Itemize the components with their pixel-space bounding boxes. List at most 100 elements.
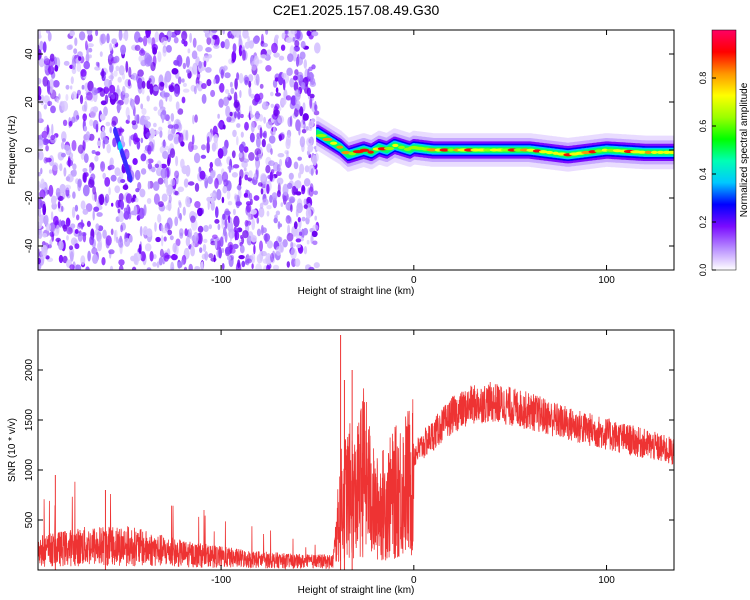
- noise-blob: [269, 194, 273, 203]
- noise-blob: [44, 214, 49, 226]
- noise-blob: [142, 35, 148, 47]
- noise-blob: [293, 221, 298, 230]
- noise-blob: [250, 60, 258, 71]
- noise-blob: [48, 65, 55, 75]
- noise-blob: [275, 210, 281, 216]
- noise-blob: [226, 190, 231, 200]
- spectrogram-xtick-label: 100: [598, 275, 615, 286]
- noise-blob: [229, 232, 233, 242]
- noise-blob: [244, 41, 250, 49]
- noise-blob: [244, 121, 249, 131]
- noise-blob: [270, 91, 274, 97]
- noise-blob: [108, 164, 115, 170]
- noise-blob: [254, 156, 259, 162]
- noise-blob: [133, 205, 138, 216]
- noise-blob: [194, 201, 201, 209]
- noise-blob: [229, 217, 233, 224]
- noise-blob: [161, 113, 165, 124]
- noise-blob: [152, 181, 160, 192]
- noise-blob: [153, 122, 157, 128]
- noise-blob: [47, 244, 52, 249]
- noise-blob: [196, 71, 201, 81]
- noise-blob: [253, 244, 256, 255]
- noise-blob: [227, 92, 231, 98]
- noise-blob: [194, 266, 201, 270]
- noise-blob: [95, 30, 99, 37]
- noise-blob: [263, 130, 267, 139]
- noise-blob: [157, 51, 162, 63]
- noise-blob: [206, 196, 212, 202]
- noise-blob: [93, 206, 100, 212]
- ridge-core: [392, 143, 399, 148]
- noise-blob: [51, 195, 57, 205]
- noise-blob: [185, 236, 191, 247]
- noise-blob: [206, 36, 212, 46]
- noise-blob: [239, 90, 242, 98]
- noise-blob: [216, 188, 222, 201]
- noise-blob: [61, 138, 66, 143]
- noise-blob: [270, 103, 274, 108]
- noise-blob: [188, 228, 193, 240]
- noise-blob: [109, 43, 112, 48]
- noise-blob: [74, 37, 78, 46]
- noise-blob: [160, 36, 168, 46]
- noise-blob: [85, 266, 90, 270]
- noise-blob: [66, 173, 74, 183]
- noise-blob: [256, 59, 263, 64]
- noise-blob: [276, 177, 284, 185]
- noise-blob: [181, 30, 188, 41]
- noise-blob: [248, 80, 252, 88]
- noise-blob: [158, 99, 164, 109]
- noise-blob: [238, 255, 245, 260]
- noise-blob: [293, 45, 300, 52]
- noise-blob: [43, 104, 47, 110]
- noise-blob: [210, 170, 216, 179]
- noise-blob: [104, 193, 110, 204]
- noise-blob: [38, 198, 43, 210]
- noise-blob: [189, 32, 193, 44]
- noise-blob: [298, 126, 301, 136]
- ridge-core: [656, 150, 665, 154]
- noise-blob: [77, 179, 82, 192]
- noise-blob: [104, 177, 111, 187]
- noise-blob: [241, 260, 246, 268]
- noise-blob: [66, 44, 73, 51]
- noise-blob: [259, 240, 263, 252]
- noise-blob: [284, 30, 289, 36]
- noise-blob: [131, 99, 135, 110]
- noise-blob: [221, 218, 225, 229]
- noise-blob: [68, 152, 74, 159]
- noise-blob: [59, 163, 63, 172]
- noise-blob: [202, 244, 207, 252]
- noise-blob: [172, 242, 177, 253]
- noise-blob: [102, 126, 105, 132]
- noise-blob: [78, 56, 82, 61]
- noise-blob: [149, 250, 154, 262]
- noise-blob: [233, 101, 239, 109]
- noise-blob: [149, 83, 154, 95]
- ridge-core: [644, 150, 652, 154]
- noise-blob: [234, 193, 238, 202]
- noise-blob: [286, 261, 290, 268]
- noise-blob: [70, 237, 78, 246]
- noise-blob: [160, 224, 164, 232]
- noise-blob: [69, 247, 75, 260]
- spectrogram-xlabel: Height of straight line (km): [298, 286, 415, 297]
- noise-blob: [257, 182, 263, 187]
- ridge-core: [637, 150, 647, 154]
- noise-blob: [242, 230, 249, 239]
- noise-blob: [227, 201, 233, 206]
- noise-blob: [174, 30, 181, 36]
- ridge-core: [341, 151, 351, 155]
- colorbar-gradient: [711, 29, 737, 271]
- noise-blob: [240, 131, 244, 138]
- noise-blob: [131, 197, 135, 203]
- noise-blob: [126, 204, 130, 216]
- noise-blob: [315, 43, 319, 51]
- noise-blob: [186, 69, 191, 74]
- noise-blob: [281, 72, 287, 79]
- noise-blob: [77, 144, 84, 154]
- noise-blob: [80, 68, 87, 77]
- noise-blob: [57, 201, 61, 209]
- noise-blob: [146, 159, 149, 165]
